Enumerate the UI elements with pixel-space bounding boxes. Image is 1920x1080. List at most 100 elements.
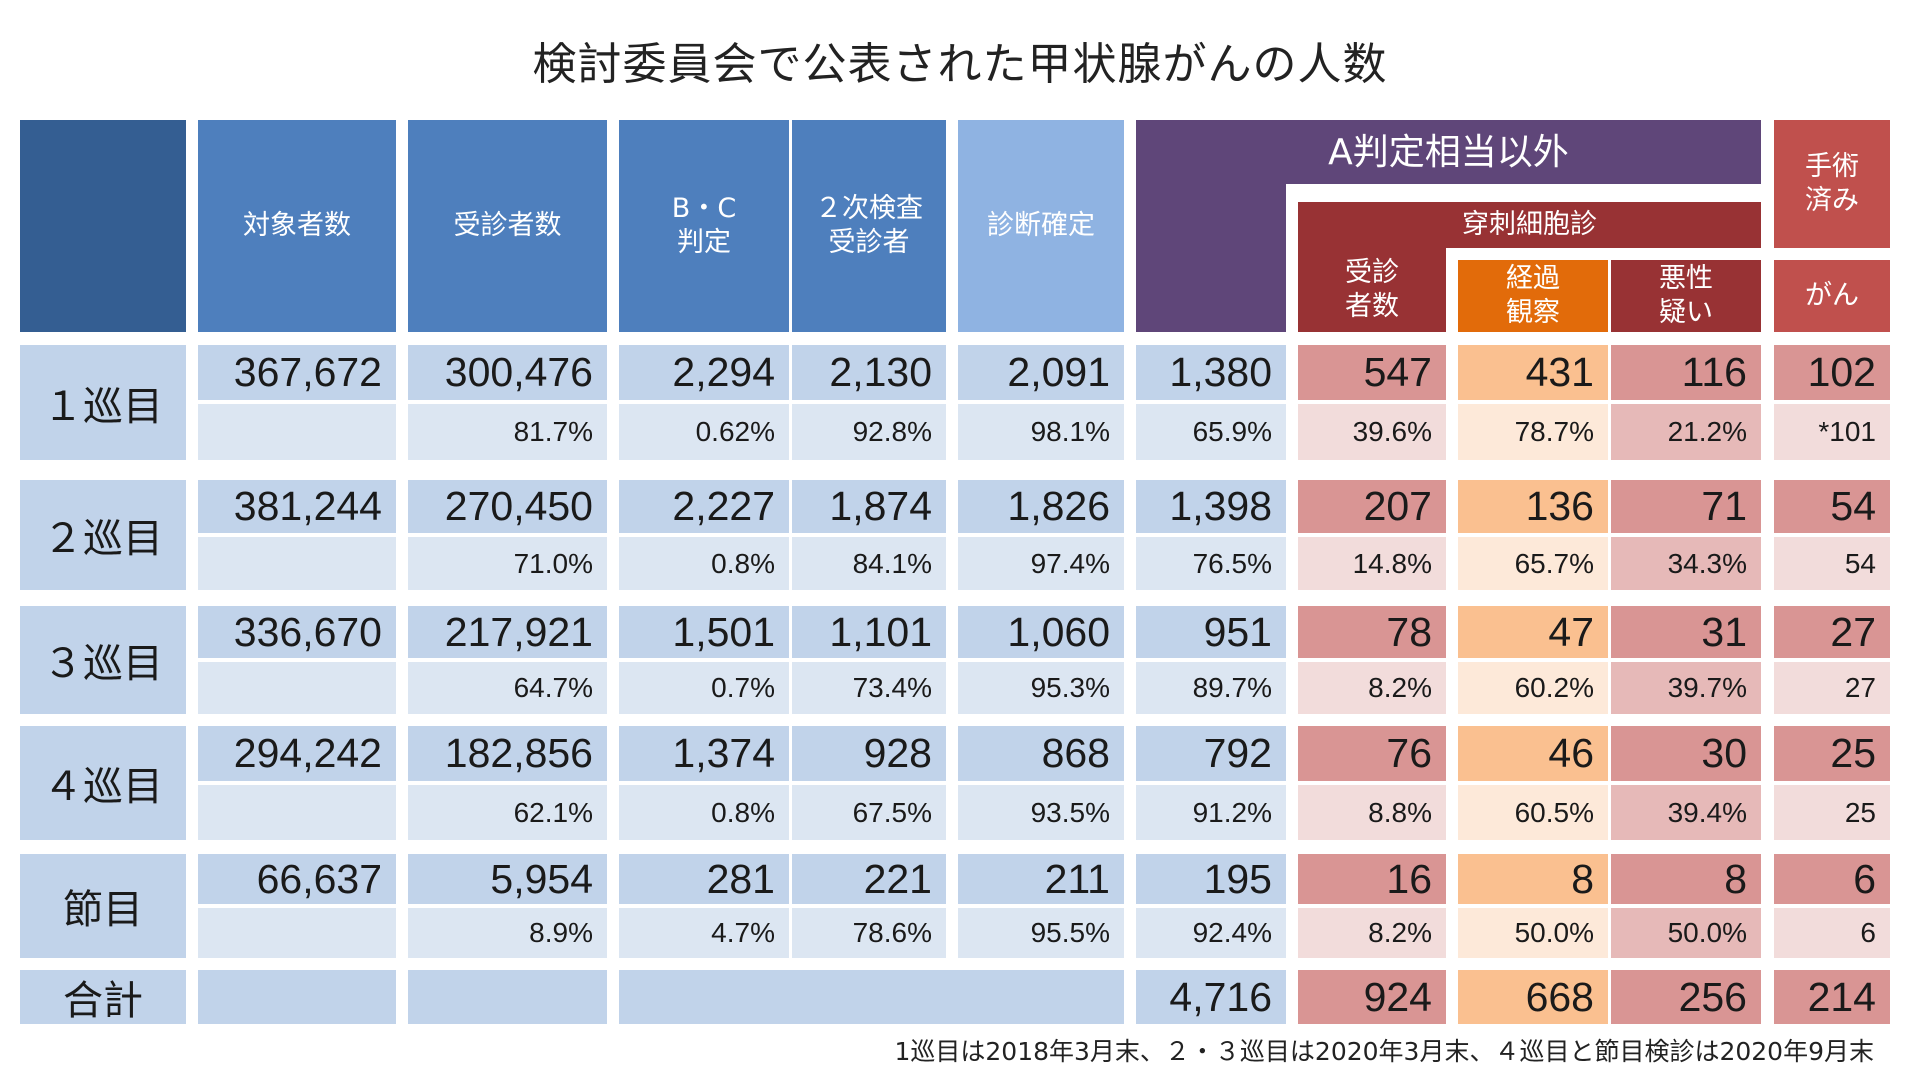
cell-value: 300,476 bbox=[408, 345, 607, 400]
cell-value: 211 bbox=[958, 854, 1124, 904]
cell-percent: 98.1% bbox=[958, 404, 1124, 460]
cell-value: 1,501 bbox=[619, 606, 789, 658]
header-keika: 経過 観察 bbox=[1458, 260, 1608, 332]
cell-value: 1,060 bbox=[958, 606, 1124, 658]
cell-value: 951 bbox=[1136, 606, 1286, 658]
cell-percent: 8.2% bbox=[1298, 662, 1446, 714]
cell-percent: 8.9% bbox=[408, 908, 607, 958]
cell-value: 2,091 bbox=[958, 345, 1124, 400]
cell-value: 31 bbox=[1611, 606, 1761, 658]
cell-percent: 39.7% bbox=[1611, 662, 1761, 714]
header-a-igai-body bbox=[1136, 184, 1286, 332]
cell-value: 30 bbox=[1611, 726, 1761, 781]
cell-percent bbox=[198, 537, 396, 590]
total-keika: 668 bbox=[1458, 970, 1608, 1024]
cell-value: 195 bbox=[1136, 854, 1286, 904]
cell-percent: 62.1% bbox=[408, 785, 607, 840]
header-gan: がん bbox=[1774, 260, 1890, 332]
cell-value: 5,954 bbox=[408, 854, 607, 904]
cell-percent: 34.3% bbox=[1611, 537, 1761, 590]
cell-value: 16 bbox=[1298, 854, 1446, 904]
page-title: 検討委員会で公表された甲状腺がんの人数 bbox=[532, 39, 1388, 90]
cell-value: 281 bbox=[619, 854, 789, 904]
header-akusei: 悪性 疑い bbox=[1611, 260, 1761, 332]
total-empty-3 bbox=[619, 970, 1124, 1024]
cell-percent: 27 bbox=[1774, 662, 1890, 714]
cell-percent: 84.1% bbox=[792, 537, 946, 590]
cell-value: 1,874 bbox=[792, 480, 946, 533]
cell-value: 336,670 bbox=[198, 606, 396, 658]
cell-percent: 76.5% bbox=[1136, 537, 1286, 590]
cell-percent: 78.7% bbox=[1458, 404, 1608, 460]
cell-percent: 92.8% bbox=[792, 404, 946, 460]
cell-percent bbox=[198, 908, 396, 958]
cell-percent: 0.8% bbox=[619, 785, 789, 840]
total-akusei: 256 bbox=[1611, 970, 1761, 1024]
cell-percent: 67.5% bbox=[792, 785, 946, 840]
cell-percent: 93.5% bbox=[958, 785, 1124, 840]
cell-percent: 89.7% bbox=[1136, 662, 1286, 714]
header-senshi-jushin: 受診 者数 bbox=[1298, 248, 1446, 332]
row-label: ３巡目 bbox=[20, 606, 186, 714]
header-senshi: 穿刺細胞診 bbox=[1298, 202, 1761, 248]
cell-value: 116 bbox=[1611, 345, 1761, 400]
cell-percent: 64.7% bbox=[408, 662, 607, 714]
cell-percent: 95.5% bbox=[958, 908, 1124, 958]
total-label: 合計 bbox=[20, 970, 186, 1024]
cell-percent: 8.8% bbox=[1298, 785, 1446, 840]
cell-value: 8 bbox=[1611, 854, 1761, 904]
cell-percent: 95.3% bbox=[958, 662, 1124, 714]
cell-percent: 0.8% bbox=[619, 537, 789, 590]
cell-percent: 65.9% bbox=[1136, 404, 1286, 460]
cell-percent: 39.6% bbox=[1298, 404, 1446, 460]
cell-value: 547 bbox=[1298, 345, 1446, 400]
cell-percent: 4.7% bbox=[619, 908, 789, 958]
header-bc: B・C 判定 bbox=[619, 120, 789, 332]
cell-value: 182,856 bbox=[408, 726, 607, 781]
cell-value: 46 bbox=[1458, 726, 1608, 781]
cell-value: 431 bbox=[1458, 345, 1608, 400]
total-gan: 214 bbox=[1774, 970, 1890, 1024]
header-shindan: 診断確定 bbox=[958, 120, 1124, 332]
cell-percent: *101 bbox=[1774, 404, 1890, 460]
cell-percent bbox=[198, 662, 396, 714]
cell-value: 8 bbox=[1458, 854, 1608, 904]
cell-percent: 50.0% bbox=[1611, 908, 1761, 958]
cell-value: 868 bbox=[958, 726, 1124, 781]
cell-percent: 71.0% bbox=[408, 537, 607, 590]
cell-value: 1,374 bbox=[619, 726, 789, 781]
cell-percent: 60.5% bbox=[1458, 785, 1608, 840]
cell-percent: 6 bbox=[1774, 908, 1890, 958]
cell-value: 102 bbox=[1774, 345, 1890, 400]
cell-value: 270,450 bbox=[408, 480, 607, 533]
cell-percent: 97.4% bbox=[958, 537, 1124, 590]
cell-percent: 78.6% bbox=[792, 908, 946, 958]
cell-value: 1,826 bbox=[958, 480, 1124, 533]
row-label: 節目 bbox=[20, 854, 186, 958]
cell-percent: 25 bbox=[1774, 785, 1890, 840]
total-a-igai: 4,716 bbox=[1136, 970, 1286, 1024]
cell-value: 136 bbox=[1458, 480, 1608, 533]
cell-value: 2,227 bbox=[619, 480, 789, 533]
cell-percent bbox=[198, 404, 396, 460]
total-senshi-jushin: 924 bbox=[1298, 970, 1446, 1024]
cell-value: 792 bbox=[1136, 726, 1286, 781]
cell-value: 2,294 bbox=[619, 345, 789, 400]
header-niji: ２次検査 受診者 bbox=[792, 120, 946, 332]
cell-value: 54 bbox=[1774, 480, 1890, 533]
total-empty-2 bbox=[408, 970, 607, 1024]
cell-percent: 81.7% bbox=[408, 404, 607, 460]
cell-percent: 0.62% bbox=[619, 404, 789, 460]
footnote: 1巡目は2018年3月末、２・３巡目は2020年3月末、４巡目と節目検診は202… bbox=[894, 1037, 1875, 1066]
cell-value: 1,380 bbox=[1136, 345, 1286, 400]
cell-value: 1,101 bbox=[792, 606, 946, 658]
cell-value: 207 bbox=[1298, 480, 1446, 533]
cell-percent: 21.2% bbox=[1611, 404, 1761, 460]
cell-value: 294,242 bbox=[198, 726, 396, 781]
cell-value: 27 bbox=[1774, 606, 1890, 658]
cell-value: 6 bbox=[1774, 854, 1890, 904]
cell-value: 66,637 bbox=[198, 854, 396, 904]
header-corner bbox=[20, 120, 186, 332]
cell-percent: 91.2% bbox=[1136, 785, 1286, 840]
header-shujutsu: 手術 済み bbox=[1774, 120, 1890, 248]
